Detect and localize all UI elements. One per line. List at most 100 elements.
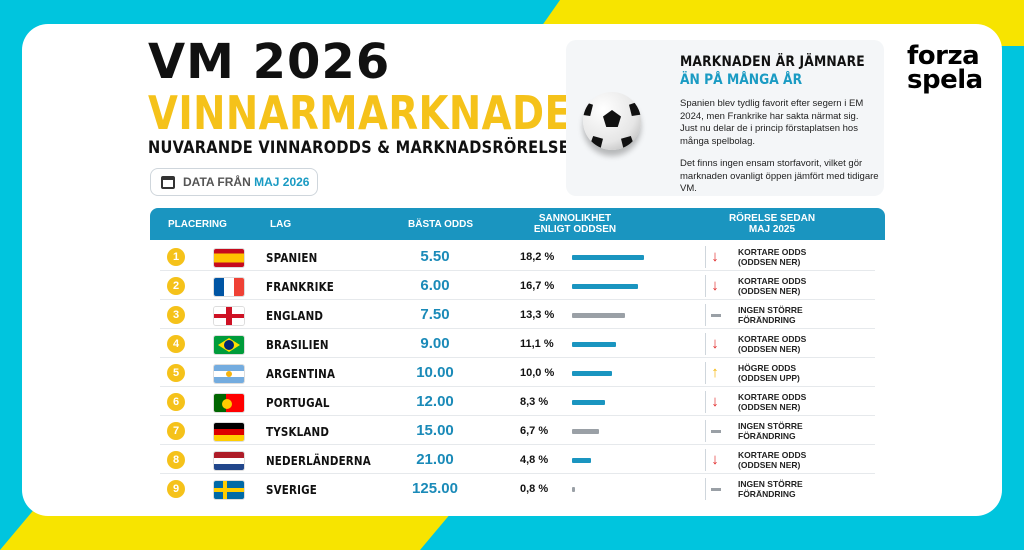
header-odds: BÄSTA ODDS (408, 219, 473, 230)
portugal-flag (214, 394, 244, 412)
movement-text: KORTARE ODDS (ODDSEN NER) (738, 334, 807, 354)
row-divider (160, 444, 875, 445)
table-row: 7 TYSKLAND 15.00 6,7 % INGEN STÖRRE FÖRÄN… (150, 416, 885, 445)
column-divider (705, 478, 706, 500)
argentina-flag (214, 365, 244, 383)
row-divider (160, 386, 875, 387)
table-row: 9 SVERIGE 125.00 0,8 % INGEN STÖRRE FÖRÄN… (150, 474, 885, 503)
info-title: MARKNADEN ÄR JÄMNARE (680, 54, 865, 70)
header-placement: PLACERING (168, 219, 227, 230)
best-odds: 9.00 (420, 335, 450, 352)
best-odds: 6.00 (420, 277, 450, 294)
probability-bar (572, 487, 575, 492)
arrow-up-icon: ↑ (711, 364, 719, 381)
rank-badge: 7 (167, 422, 185, 440)
header-probability: SANNOLIKHET ENLIGT ODDSEN (533, 213, 617, 235)
table-row: 8 NEDERLÄNDERNA 21.00 4,8 % ↓ KORTARE OD… (150, 445, 885, 474)
info-subtitle: ÄN PÅ MÅNGA ÅR (680, 72, 803, 88)
table-row: 2 FRANKRIKE 6.00 16,7 % ↓ KORTARE ODDS (O… (150, 271, 885, 300)
team-name: NEDERLÄNDERNA (266, 454, 371, 468)
probability-value: 16,7 % (520, 280, 555, 292)
date-value: MAJ 2026 (254, 175, 310, 189)
column-divider (705, 391, 706, 413)
rank-badge: 8 (167, 451, 185, 469)
dash-icon (711, 488, 721, 491)
arrow-down-icon: ↓ (711, 335, 719, 352)
row-divider (160, 473, 875, 474)
rank-badge: 6 (167, 393, 185, 411)
rank-badge: 2 (167, 277, 185, 295)
netherlands-flag (214, 452, 244, 470)
arrow-down-icon: ↓ (711, 451, 719, 468)
table-row: 3 ENGLAND 7.50 13,3 % INGEN STÖRRE FÖRÄND… (150, 300, 885, 329)
probability-bar (572, 255, 644, 260)
probability-bar (572, 429, 599, 434)
table-row: 1 SPANIEN 5.50 18,2 % ↓ KORTARE ODDS (ODD… (150, 242, 885, 271)
rank-badge: 5 (167, 364, 185, 382)
info-paragraph-1: Spanien blev tydlig favorit efter segern… (680, 98, 864, 147)
probability-value: 0,8 % (520, 483, 549, 495)
probability-bar (572, 458, 591, 463)
movement-text: KORTARE ODDS (ODDSEN NER) (738, 247, 807, 267)
row-divider (160, 415, 875, 416)
best-odds: 12.00 (416, 393, 454, 410)
team-name: FRANKRIKE (266, 280, 335, 294)
table-row: 4 BRASILIEN 9.00 11,1 % ↓ KORTARE ODDS (O… (150, 329, 885, 358)
page-tagline: NUVARANDE VINNARODDS & MARKNADSRÖRELSER (148, 138, 581, 158)
probability-bar (572, 371, 612, 376)
table-row: 5 ARGENTINA 10.00 10,0 % ↑ HÖGRE ODDS (OD… (150, 358, 885, 387)
movement-text: KORTARE ODDS (ODDSEN NER) (738, 450, 807, 470)
header-team: LAG (270, 219, 292, 230)
table-row: 6 PORTUGAL 12.00 8,3 % ↓ KORTARE ODDS (OD… (150, 387, 885, 416)
movement-text: KORTARE ODDS (ODDSEN NER) (738, 276, 807, 296)
best-odds: 5.50 (420, 248, 450, 265)
probability-value: 13,3 % (520, 309, 555, 321)
team-name: ARGENTINA (266, 367, 336, 381)
probability-value: 6,7 % (520, 425, 549, 437)
spain-flag (214, 249, 244, 267)
probability-bar (572, 313, 625, 318)
rank-badge: 9 (167, 480, 185, 498)
best-odds: 125.00 (412, 480, 458, 497)
info-paragraph-2: Det finns ingen ensam storfavorit, vilke… (680, 158, 879, 194)
column-divider (705, 304, 706, 326)
column-divider (705, 420, 706, 442)
probability-value: 8,3 % (520, 396, 549, 408)
probability-value: 4,8 % (520, 454, 549, 466)
date-badge: DATA FRÅN MAJ 2026 (150, 168, 318, 196)
team-name: BRASILIEN (266, 338, 329, 352)
rank-badge: 3 (167, 306, 185, 324)
row-divider (160, 328, 875, 329)
team-name: ENGLAND (266, 309, 324, 323)
table-header: PLACERING LAG BÄSTA ODDS SANNOLIKHET ENLI… (150, 208, 885, 240)
rank-badge: 4 (167, 335, 185, 353)
probability-value: 10,0 % (520, 367, 555, 379)
arrow-down-icon: ↓ (711, 248, 719, 265)
team-name: SPANIEN (266, 251, 318, 265)
date-label: DATA FRÅN MAJ 2026 (183, 175, 310, 189)
best-odds: 15.00 (416, 422, 454, 439)
column-divider (705, 333, 706, 355)
dash-icon (711, 314, 721, 317)
soccer-ball-icon (583, 92, 641, 150)
probability-value: 18,2 % (520, 251, 555, 263)
arrow-down-icon: ↓ (711, 277, 719, 294)
movement-text: HÖGRE ODDS (ODDSEN UPP) (738, 363, 800, 383)
column-divider (705, 362, 706, 384)
column-divider (705, 275, 706, 297)
team-name: TYSKLAND (266, 425, 330, 439)
calendar-icon (161, 175, 175, 189)
probability-bar (572, 284, 638, 289)
movement-text: INGEN STÖRRE FÖRÄNDRING (738, 421, 803, 441)
column-divider (705, 449, 706, 471)
sweden-flag (214, 481, 244, 499)
rank-badge: 1 (167, 248, 185, 266)
dash-icon (711, 430, 721, 433)
england-flag (214, 307, 244, 325)
row-divider (160, 270, 875, 271)
movement-text: INGEN STÖRRE FÖRÄNDRING (738, 305, 803, 325)
page-subtitle: VINNARMARKNADEN (148, 86, 605, 140)
france-flag (214, 278, 244, 296)
team-name: PORTUGAL (266, 396, 330, 410)
best-odds: 7.50 (420, 306, 450, 323)
